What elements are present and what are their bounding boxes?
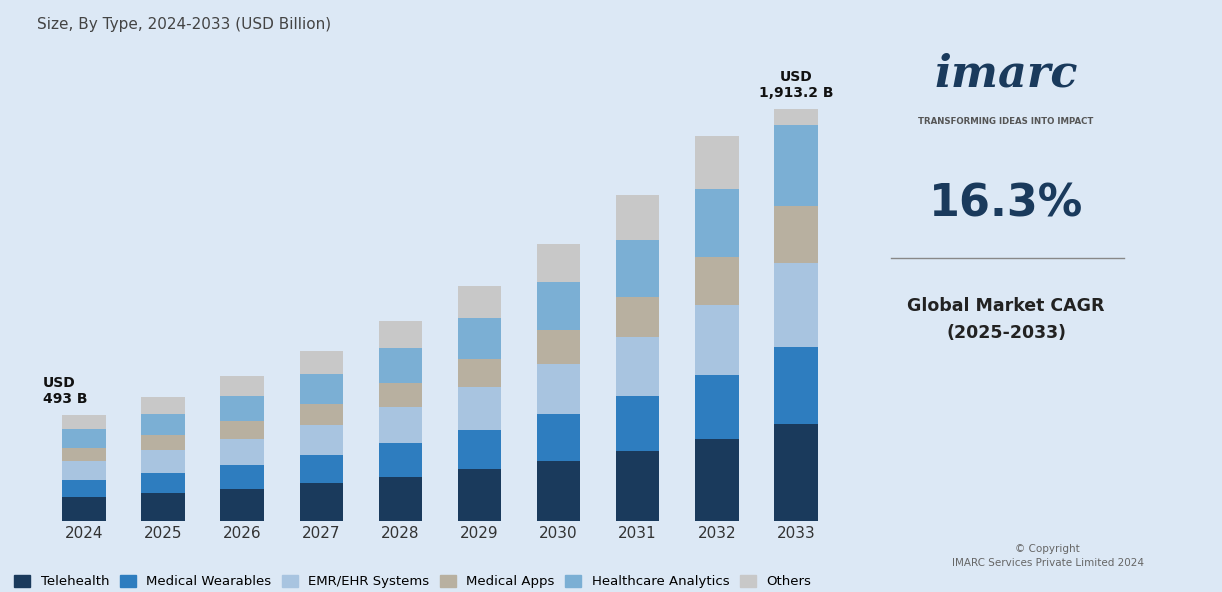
Bar — [458, 318, 501, 359]
Bar — [379, 443, 422, 477]
Bar — [220, 396, 264, 421]
Bar — [774, 346, 818, 424]
Text: Size, By Type, 2024-2033 (USD Billion): Size, By Type, 2024-2033 (USD Billion) — [37, 17, 331, 33]
Legend: Telehealth, Medical Wearables, EMR/EHR Systems, Medical Apps, Healthcare Analyti: Telehealth, Medical Wearables, EMR/EHR S… — [15, 575, 811, 588]
Bar — [62, 448, 106, 461]
Bar — [62, 461, 106, 480]
Bar — [62, 429, 106, 448]
Bar — [458, 469, 501, 521]
Bar — [379, 407, 422, 443]
Bar — [299, 424, 343, 455]
Bar — [616, 195, 660, 240]
Bar — [458, 388, 501, 430]
Bar — [536, 244, 580, 282]
Bar — [220, 488, 264, 521]
Text: © Copyright
IMARC Services Private Limited 2024: © Copyright IMARC Services Private Limit… — [952, 545, 1144, 568]
Bar — [379, 383, 422, 407]
Bar — [299, 455, 343, 483]
Bar — [299, 404, 343, 424]
Bar — [62, 480, 106, 497]
Bar — [220, 465, 264, 488]
Bar — [379, 321, 422, 348]
Bar — [458, 286, 501, 318]
Bar — [616, 240, 660, 297]
Bar — [62, 415, 106, 429]
Bar — [695, 375, 738, 439]
Bar — [220, 376, 264, 396]
Bar — [774, 205, 818, 263]
Bar — [299, 351, 343, 374]
Bar — [616, 297, 660, 337]
Text: USD
1,913.2 B: USD 1,913.2 B — [759, 70, 833, 101]
Bar — [536, 282, 580, 330]
Bar — [142, 451, 185, 473]
Bar — [142, 397, 185, 414]
Bar — [616, 337, 660, 396]
Text: TRANSFORMING IDEAS INTO IMPACT: TRANSFORMING IDEAS INTO IMPACT — [919, 117, 1094, 126]
Bar — [774, 424, 818, 521]
Text: USD
493 B: USD 493 B — [43, 376, 87, 406]
Bar — [142, 435, 185, 451]
Bar — [695, 258, 738, 305]
Bar — [536, 414, 580, 461]
Bar — [536, 330, 580, 364]
Bar — [695, 136, 738, 189]
Bar — [62, 497, 106, 521]
Bar — [695, 305, 738, 375]
Bar — [616, 451, 660, 521]
Text: imarc: imarc — [935, 53, 1078, 95]
Bar — [299, 483, 343, 521]
Bar — [142, 414, 185, 435]
Bar — [774, 263, 818, 346]
Bar — [536, 461, 580, 521]
Bar — [220, 439, 264, 465]
Bar — [379, 348, 422, 383]
Bar — [299, 374, 343, 404]
Text: Global Market CAGR
(2025-2033): Global Market CAGR (2025-2033) — [907, 297, 1105, 342]
Bar — [695, 439, 738, 521]
Bar — [458, 430, 501, 469]
Bar — [142, 473, 185, 493]
Text: 16.3%: 16.3% — [929, 183, 1083, 226]
Bar — [458, 359, 501, 388]
Bar — [695, 189, 738, 258]
Bar — [142, 493, 185, 521]
Bar — [536, 364, 580, 414]
Bar — [220, 421, 264, 439]
Bar — [774, 125, 818, 205]
Bar — [379, 477, 422, 521]
Bar — [774, 109, 818, 125]
Bar — [616, 396, 660, 451]
